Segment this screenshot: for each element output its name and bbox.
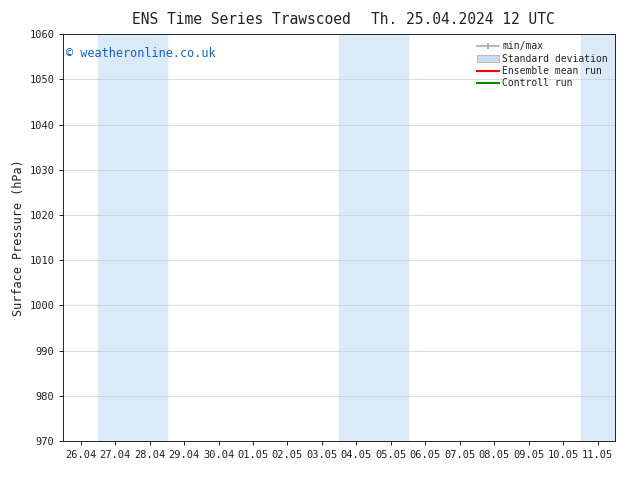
Bar	[339, 34, 408, 441]
Bar	[581, 34, 615, 441]
Text: Th. 25.04.2024 12 UTC: Th. 25.04.2024 12 UTC	[371, 12, 555, 27]
Y-axis label: Surface Pressure (hPa): Surface Pressure (hPa)	[12, 159, 25, 316]
Bar	[98, 34, 167, 441]
Legend: min/max, Standard deviation, Ensemble mean run, Controll run: min/max, Standard deviation, Ensemble me…	[476, 39, 610, 90]
Text: ENS Time Series Trawscoed: ENS Time Series Trawscoed	[131, 12, 351, 27]
Text: © weatheronline.co.uk: © weatheronline.co.uk	[66, 47, 216, 59]
